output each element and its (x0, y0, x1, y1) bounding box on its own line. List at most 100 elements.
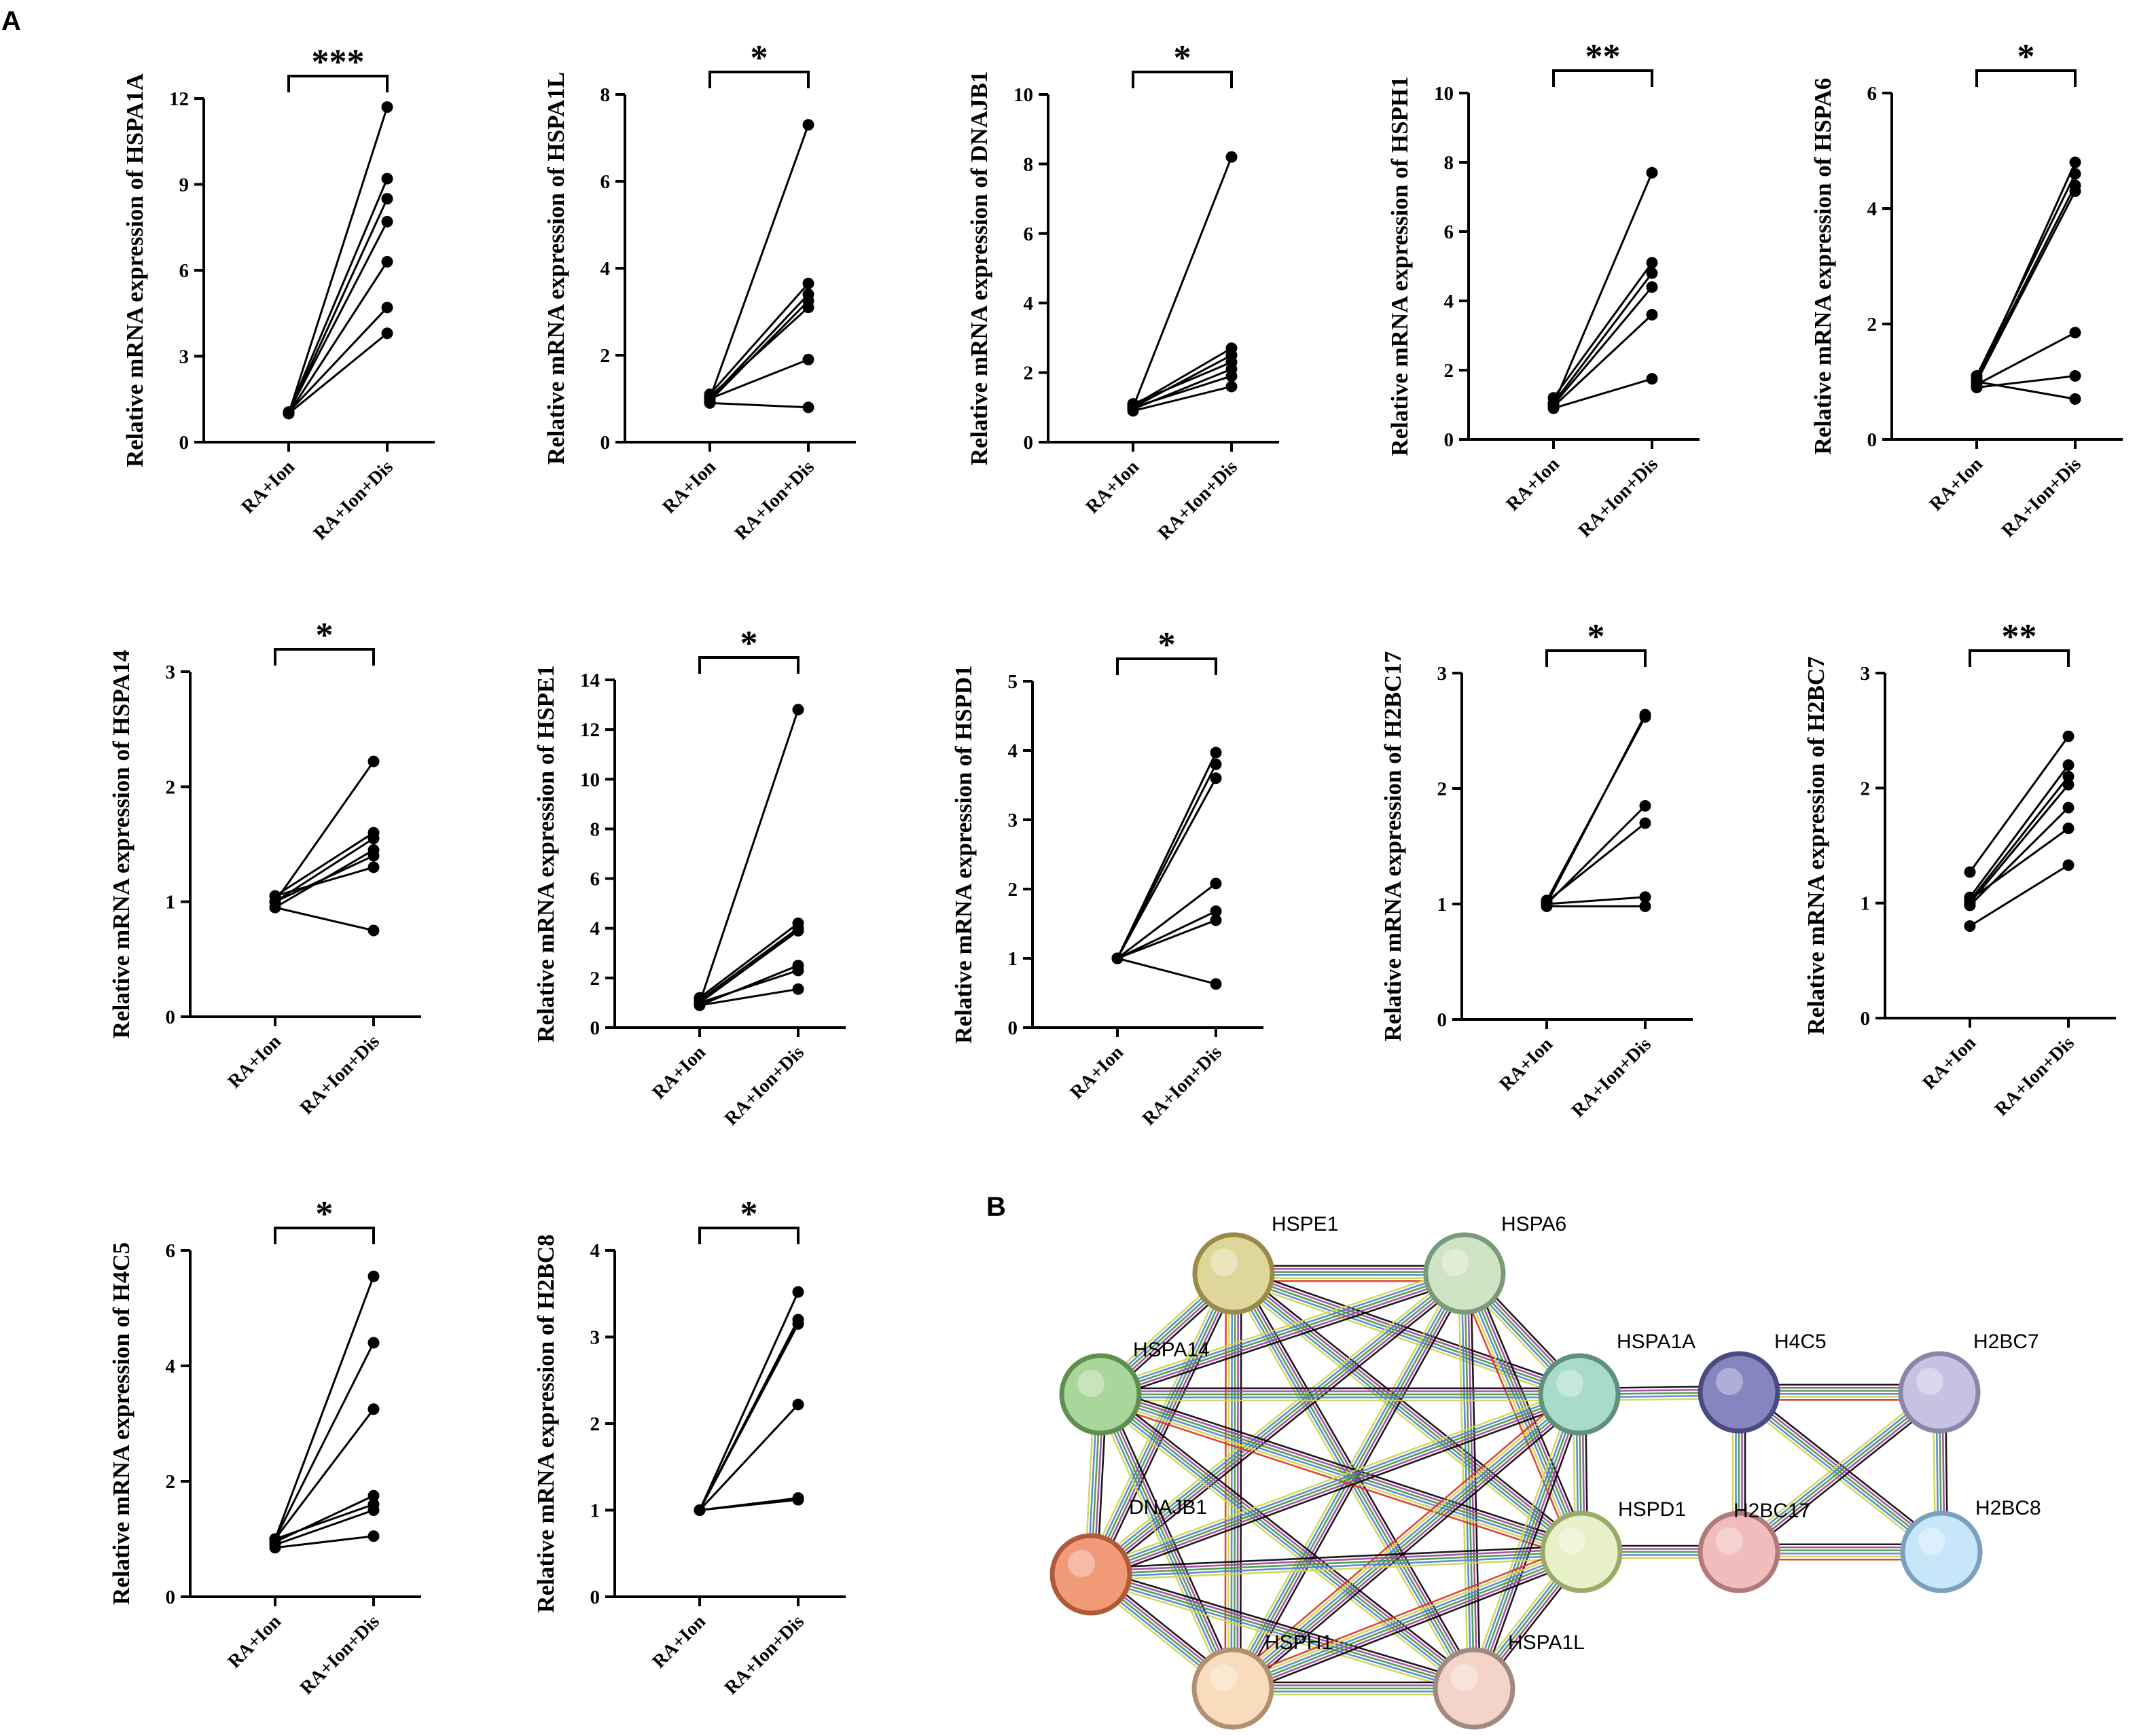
x-category-label: RA+Ion+Dis (296, 1031, 384, 1119)
x-category-label: RA+Ion (224, 1611, 286, 1673)
interaction-edge (1233, 1272, 1582, 1553)
chart-h4c5: 0 2 4 6 RA+Ion RA+Ion+Dis Relative mRNA expres… (108, 1195, 421, 1699)
y-tick-label: 6 (1867, 83, 1878, 105)
data-point (367, 924, 380, 937)
paired-line (287, 178, 389, 413)
y-tick-label: 2 (1861, 778, 1871, 799)
data-point (792, 704, 804, 716)
interaction-edge (1229, 1278, 1579, 1558)
y-tick-label: 4 (1867, 198, 1878, 220)
node-hspa1a[interactable]: HSPA1A (1538, 1331, 1695, 1436)
interaction-edge (1090, 1393, 1580, 1576)
chart-hspa6: 0 2 4 6 RA+Ion RA+Ion+Dis Relative mRNA expres… (1810, 37, 2123, 541)
y-tick-label: 1 (166, 892, 176, 914)
node-label: HSPD1 (1618, 1498, 1686, 1521)
node-dnajb1[interactable]: DNAJB1 (1049, 1496, 1207, 1616)
paired-line (1552, 262, 1653, 399)
data-point (694, 999, 706, 1011)
paired-line (1969, 807, 2070, 907)
x-category-label: RA+Ion+Dis (1991, 1032, 2079, 1120)
data-point (2062, 730, 2075, 742)
node-hspe1[interactable]: HSPE1 (1192, 1213, 1338, 1315)
node-highlight (1716, 1527, 1743, 1555)
data-point (381, 327, 393, 340)
y-tick-label: 2 (1867, 314, 1878, 336)
interaction-edge (1090, 1273, 1235, 1575)
node-hspa1l[interactable]: HSPA1L (1433, 1631, 1585, 1730)
x-category-label: RA+Ion+Dis (296, 1611, 384, 1699)
paired-line (1132, 156, 1233, 408)
data-point (367, 833, 380, 845)
paired-line (1546, 822, 1646, 903)
chart-dnajb1: 0 2 4 6 8 10 RA+Ion RA+Ion+Dis Relative mRNA exp… (966, 39, 1279, 544)
node-circle (1191, 1647, 1274, 1730)
node-hspa6[interactable]: HSPA6 (1423, 1213, 1566, 1315)
node-h2bc17[interactable]: H2BC17 (1698, 1500, 1810, 1593)
y-tick-label: 8 (1024, 153, 1034, 175)
y-tick-label: 0 (590, 1017, 600, 1039)
interaction-edge (1473, 1394, 1581, 1689)
interaction-edge (1237, 1399, 1585, 1695)
y-tick-label: 6 (600, 171, 611, 193)
node-label: DNAJB1 (1129, 1496, 1207, 1519)
interaction-edge (1235, 1397, 1583, 1693)
paired-line (698, 1291, 800, 1511)
interaction-edge (1101, 1276, 1466, 1398)
paired-line (287, 107, 389, 414)
data-point (1639, 800, 1651, 812)
interaction-edge (1102, 1392, 1237, 1688)
data-point (269, 1542, 281, 1554)
paired-line (708, 283, 810, 395)
significance-bracket (708, 71, 810, 88)
interaction-edge (1092, 1396, 1581, 1578)
interaction-edge (1092, 1568, 1476, 1684)
data-point (1646, 281, 1658, 293)
paired-line (1117, 957, 1217, 985)
y-tick-label: 10 (1434, 83, 1454, 105)
y-tick-label: 0 (1008, 1017, 1018, 1039)
data-point (2069, 185, 2081, 197)
data-point (1646, 166, 1658, 179)
paired-line (1975, 173, 2077, 377)
node-circle (1898, 1351, 1981, 1434)
data-point (1547, 402, 1560, 414)
interaction-edge (1736, 1394, 1941, 1555)
y-tick-label: 4 (1008, 740, 1018, 762)
interaction-edge (1734, 1386, 1937, 1548)
interaction-edge (1096, 1398, 1471, 1695)
paired-line (287, 306, 389, 413)
interaction-edge (1470, 1393, 1577, 1688)
node-hspd1[interactable]: HSPD1 (1540, 1498, 1686, 1593)
interaction-edge (1227, 1273, 1230, 1688)
data-point (2069, 156, 2081, 168)
node-h4c5[interactable]: H4C5 (1698, 1331, 1827, 1434)
paired-line (1132, 375, 1232, 409)
y-tick-label: 2 (1024, 363, 1034, 384)
interaction-edge (1738, 1391, 1940, 1553)
data-point (381, 173, 393, 185)
node-highlight (1451, 1664, 1478, 1691)
data-point (704, 397, 716, 409)
node-hspa14[interactable]: HSPA14 (1059, 1339, 1210, 1436)
y-tick-label: 1 (590, 1500, 600, 1522)
y-tick-label: 3 (166, 662, 176, 683)
node-circle (1423, 1232, 1506, 1315)
chart-hspd1: 0 1 2 3 4 5 RA+Ion RA+Ion+Dis Relative mRNA expr… (950, 626, 1263, 1129)
interaction-edge (1231, 1278, 1578, 1401)
interaction-edge (1096, 1395, 1232, 1690)
data-point (1210, 746, 1222, 759)
interaction-edge (1098, 1396, 1473, 1692)
node-h2bc8[interactable]: H2BC8 (1900, 1497, 2041, 1593)
data-point (2069, 370, 2081, 382)
data-point (381, 215, 393, 228)
node-highlight (1210, 1249, 1238, 1276)
data-point (792, 1398, 804, 1411)
node-h2bc7[interactable]: H2BC7 (1898, 1331, 2039, 1434)
node-highlight (1916, 1368, 1943, 1395)
node-hsph1[interactable]: HSPH1 (1191, 1631, 1333, 1730)
y-tick-label: 3 (590, 1327, 600, 1349)
data-point (792, 1286, 804, 1298)
paired-line (708, 306, 810, 397)
node-highlight (1441, 1249, 1469, 1276)
data-point (1210, 758, 1222, 770)
